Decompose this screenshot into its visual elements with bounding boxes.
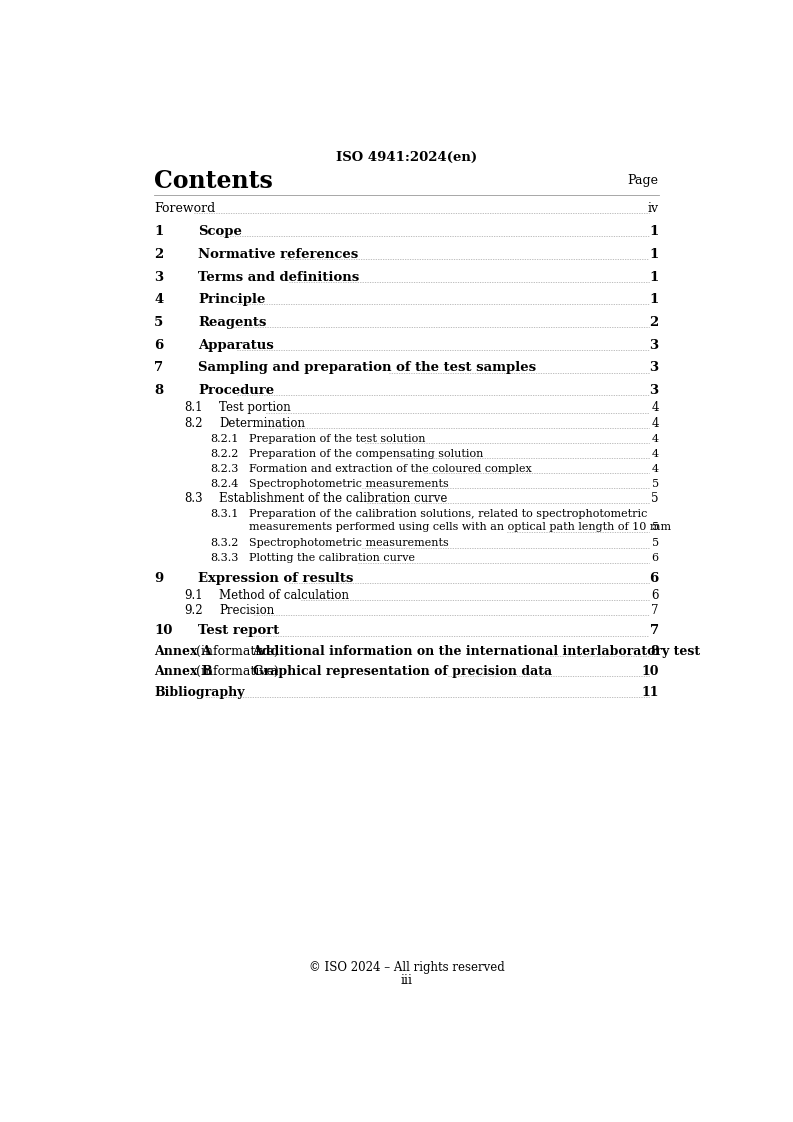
Text: 8.2.3: 8.2.3 — [211, 463, 239, 473]
Text: (informative): (informative) — [196, 645, 287, 657]
Text: 1: 1 — [649, 293, 659, 306]
Text: Graphical representation of precision data: Graphical representation of precision da… — [253, 665, 552, 678]
Text: 6: 6 — [154, 339, 163, 351]
Text: 9.1: 9.1 — [185, 589, 203, 601]
Text: 8: 8 — [154, 384, 163, 397]
Text: Preparation of the calibration solutions, related to spectrophotometric: Preparation of the calibration solutions… — [249, 509, 647, 518]
Text: Spectrophotometric measurements: Spectrophotometric measurements — [249, 539, 449, 549]
Text: Preparation of the test solution: Preparation of the test solution — [249, 434, 425, 444]
Text: 1: 1 — [154, 226, 163, 238]
Text: 1: 1 — [649, 248, 659, 261]
Text: 1: 1 — [649, 226, 659, 238]
Text: 6: 6 — [652, 553, 659, 563]
Text: Normative references: Normative references — [198, 248, 358, 261]
Text: Preparation of the compensating solution: Preparation of the compensating solution — [249, 449, 483, 459]
Text: 1: 1 — [649, 270, 659, 284]
Text: Annex A: Annex A — [154, 645, 212, 657]
Text: 7: 7 — [154, 361, 163, 375]
Text: Determination: Determination — [219, 417, 305, 430]
Text: Reagents: Reagents — [198, 316, 266, 329]
Text: Scope: Scope — [198, 226, 242, 238]
Text: 7: 7 — [651, 604, 659, 617]
Text: Apparatus: Apparatus — [198, 339, 274, 351]
Text: 8: 8 — [650, 645, 659, 657]
Text: Sampling and preparation of the test samples: Sampling and preparation of the test sam… — [198, 361, 536, 375]
Text: 4: 4 — [651, 402, 659, 414]
Text: 2: 2 — [649, 316, 659, 329]
Text: Page: Page — [628, 174, 659, 187]
Text: 10: 10 — [642, 665, 659, 678]
Text: 9.2: 9.2 — [185, 604, 203, 617]
Text: Test portion: Test portion — [219, 402, 291, 414]
Text: 2: 2 — [154, 248, 163, 261]
Text: iv: iv — [648, 202, 659, 215]
Text: Procedure: Procedure — [198, 384, 274, 397]
Text: Principle: Principle — [198, 293, 266, 306]
Text: 8.3.3: 8.3.3 — [211, 553, 239, 563]
Text: Establishment of the calibration curve: Establishment of the calibration curve — [219, 493, 447, 505]
Text: Spectrophotometric measurements: Spectrophotometric measurements — [249, 479, 449, 489]
Text: Test report: Test report — [198, 625, 280, 637]
Text: 4: 4 — [652, 434, 659, 444]
Text: 3: 3 — [649, 384, 659, 397]
Text: iii: iii — [400, 974, 412, 986]
Text: Terms and definitions: Terms and definitions — [198, 270, 359, 284]
Text: Plotting the calibration curve: Plotting the calibration curve — [249, 553, 415, 563]
Text: 3: 3 — [649, 339, 659, 351]
Text: 4: 4 — [154, 293, 163, 306]
Text: Annex B: Annex B — [154, 665, 213, 678]
Text: 5: 5 — [652, 539, 659, 549]
Text: 9: 9 — [154, 572, 163, 585]
Text: 3: 3 — [154, 270, 163, 284]
Text: Method of calculation: Method of calculation — [219, 589, 349, 601]
Text: 8.2.4: 8.2.4 — [211, 479, 239, 489]
Text: 8.2.2: 8.2.2 — [211, 449, 239, 459]
Text: ISO 4941:2024(en): ISO 4941:2024(en) — [336, 151, 477, 164]
Text: 8.3: 8.3 — [185, 493, 203, 505]
Text: 7: 7 — [649, 625, 659, 637]
Text: Foreword: Foreword — [154, 202, 216, 215]
Text: Bibliography: Bibliography — [154, 686, 245, 699]
Text: 11: 11 — [642, 686, 659, 699]
Text: Contents: Contents — [154, 168, 273, 193]
Text: 6: 6 — [651, 589, 659, 601]
Text: 5: 5 — [154, 316, 163, 329]
Text: Formation and extraction of the coloured complex: Formation and extraction of the coloured… — [249, 463, 531, 473]
Text: 4: 4 — [651, 417, 659, 430]
Text: Additional information on the international interlaboratory test: Additional information on the internatio… — [253, 645, 701, 657]
Text: 3: 3 — [649, 361, 659, 375]
Text: Precision: Precision — [219, 604, 274, 617]
Text: 5: 5 — [652, 479, 659, 489]
Text: 8.3.1: 8.3.1 — [211, 509, 239, 518]
Text: measurements performed using cells with an optical path length of 10 mm: measurements performed using cells with … — [249, 523, 671, 532]
Text: 6: 6 — [649, 572, 659, 585]
Text: 5: 5 — [652, 523, 659, 532]
Text: 10: 10 — [154, 625, 173, 637]
Text: Expression of results: Expression of results — [198, 572, 354, 585]
Text: 4: 4 — [652, 463, 659, 473]
Text: 5: 5 — [651, 493, 659, 505]
Text: © ISO 2024 – All rights reserved: © ISO 2024 – All rights reserved — [308, 962, 504, 974]
Text: 8.2: 8.2 — [185, 417, 203, 430]
Text: 8.3.2: 8.3.2 — [211, 539, 239, 549]
Text: 8.1: 8.1 — [185, 402, 203, 414]
Text: 8.2.1: 8.2.1 — [211, 434, 239, 444]
Text: 4: 4 — [652, 449, 659, 459]
Text: (informative): (informative) — [196, 665, 287, 678]
